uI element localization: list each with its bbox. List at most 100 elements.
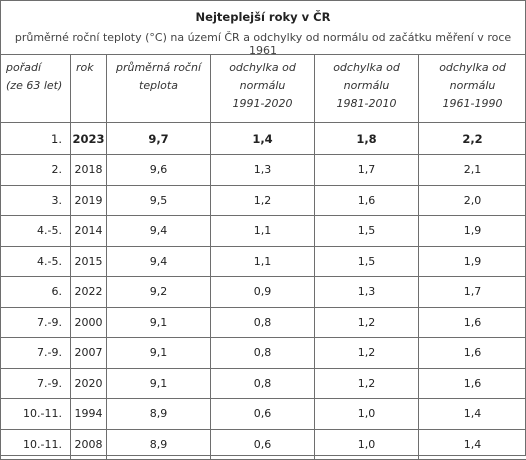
cell-deviation-1961-1990: 1,6 <box>419 307 526 338</box>
cell-deviation-1981-2010: 1,3 <box>315 277 419 308</box>
cell-deviation-1991-2020: 0,8 <box>211 368 315 399</box>
header-line: 1981-2010 <box>315 95 418 113</box>
cell-year: 2018 <box>71 155 107 186</box>
header-line: odchylka od <box>419 59 526 77</box>
cell-rank: 4.-5. <box>1 216 71 247</box>
cell-rank: 7.-9. <box>1 338 71 369</box>
cell-rank: 7.-9. <box>1 368 71 399</box>
cell-deviation-1961-1990: 1,6 <box>419 338 526 369</box>
header-line: normálu <box>211 77 314 95</box>
cell-avg-temperature: 9,2 <box>107 277 211 308</box>
header-year: rok <box>71 55 107 123</box>
header-line: normálu <box>419 77 526 95</box>
cell-deviation-1981-2010: 1,0 <box>315 429 419 460</box>
cell-rank: 1. <box>1 123 71 155</box>
cell-rank: 7.-9. <box>1 307 71 338</box>
cell-deviation-1981-2010: 1,5 <box>315 216 419 247</box>
cell-year: 2008 <box>71 429 107 460</box>
header-rank: pořadí(ze 63 let) <box>1 55 71 123</box>
cell-year: 2014 <box>71 216 107 247</box>
cell-deviation-1981-2010: 1,7 <box>315 155 419 186</box>
cell-deviation-1991-2020: 1,1 <box>211 246 315 277</box>
cell-rank: 10.-11. <box>1 429 71 460</box>
cell-year: 2019 <box>71 185 107 216</box>
cell-avg-temperature: 8,9 <box>107 399 211 430</box>
cell-year: 2007 <box>71 338 107 369</box>
cell-deviation-1961-1990: 2,2 <box>419 123 526 155</box>
header-line: průměrná roční <box>107 59 210 77</box>
cell-avg-temperature: 9,4 <box>107 216 211 247</box>
cell-deviation-1961-1990: 1,7 <box>419 277 526 308</box>
cell-deviation-1991-2020: 1,4 <box>211 123 315 155</box>
cell-deviation-1961-1990: 1,9 <box>419 246 526 277</box>
cell-year: 2015 <box>71 246 107 277</box>
cell-rank: 4.-5. <box>1 246 71 277</box>
cell-deviation-1991-2020: 0,6 <box>211 399 315 430</box>
cell-rank: 3. <box>1 185 71 216</box>
cell-year: 1994 <box>71 399 107 430</box>
header-line: rok <box>76 59 106 77</box>
cell-deviation-1981-2010: 1,8 <box>315 123 419 155</box>
cell-year: 2022 <box>71 277 107 308</box>
cell-deviation-1991-2020: 0,6 <box>211 429 315 460</box>
cell-deviation-1991-2020: 0,9 <box>211 277 315 308</box>
cell-avg-temperature: 9,7 <box>107 123 211 155</box>
header-line: 1991-2020 <box>211 95 314 113</box>
header-line: (ze 63 let) <box>6 77 70 95</box>
cell-deviation-1961-1990: 2,0 <box>419 185 526 216</box>
cell-year: 2000 <box>71 307 107 338</box>
cell-deviation-1961-1990: 1,4 <box>419 429 526 460</box>
cell-deviation-1991-2020: 0,8 <box>211 338 315 369</box>
header-line: odchylka od <box>315 59 418 77</box>
cell-deviation-1991-2020: 1,1 <box>211 216 315 247</box>
cell-deviation-1981-2010: 1,2 <box>315 307 419 338</box>
cell-avg-temperature: 9,5 <box>107 185 211 216</box>
cell-rank: 6. <box>1 277 71 308</box>
cell-avg-temperature: 9,1 <box>107 307 211 338</box>
cell-avg-temperature: 8,9 <box>107 429 211 460</box>
page-title: Nejteplejší roky v ČR <box>0 10 526 24</box>
cell-deviation-1991-2020: 1,2 <box>211 185 315 216</box>
cell-deviation-1981-2010: 1,5 <box>315 246 419 277</box>
cell-rank: 2. <box>1 155 71 186</box>
cell-deviation-1981-2010: 1,2 <box>315 338 419 369</box>
cell-deviation-1961-1990: 1,4 <box>419 399 526 430</box>
header-line: 1961-1990 <box>419 95 526 113</box>
cell-deviation-1961-1990: 2,1 <box>419 155 526 186</box>
cell-avg-temperature: 9,1 <box>107 338 211 369</box>
header-line: pořadí <box>6 59 70 77</box>
cell-avg-temperature: 9,1 <box>107 368 211 399</box>
cell-deviation-1981-2010: 1,2 <box>315 368 419 399</box>
header-line: normálu <box>315 77 418 95</box>
cell-year: 2023 <box>71 123 107 155</box>
header-line: odchylka od <box>211 59 314 77</box>
cell-deviation-1981-2010: 1,6 <box>315 185 419 216</box>
cell-avg-temperature: 9,4 <box>107 246 211 277</box>
cell-deviation-1981-2010: 1,0 <box>315 399 419 430</box>
cell-year: 2020 <box>71 368 107 399</box>
header-line: teplota <box>107 77 210 95</box>
cell-rank: 10.-11. <box>1 399 71 430</box>
cell-deviation-1961-1990: 1,9 <box>419 216 526 247</box>
cell-deviation-1991-2020: 1,3 <box>211 155 315 186</box>
cell-deviation-1961-1990: 1,6 <box>419 368 526 399</box>
cell-deviation-1991-2020: 0,8 <box>211 307 315 338</box>
